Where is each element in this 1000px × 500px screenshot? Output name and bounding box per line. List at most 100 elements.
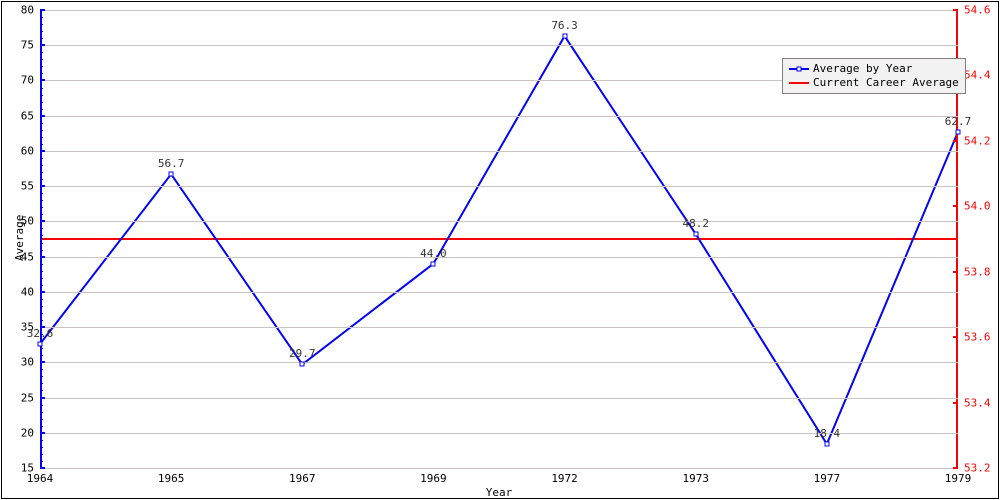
ytick-minor-left	[40, 73, 43, 74]
ytick-minor-left	[40, 405, 43, 406]
data-label: 62.7	[945, 115, 972, 128]
ytick-left	[40, 185, 45, 187]
ytick-label-right: 53.6	[964, 331, 991, 344]
ytick-minor-left	[40, 207, 43, 208]
legend-label: Average by Year	[813, 62, 912, 76]
ytick-minor-left	[40, 17, 43, 18]
ytick-label-right: 53.8	[964, 265, 991, 278]
ytick-minor-left	[40, 31, 43, 32]
ytick-minor-left	[40, 38, 43, 39]
ytick-left	[40, 79, 45, 81]
ytick-right	[953, 271, 958, 273]
data-label: 29.7	[289, 347, 316, 360]
data-point	[431, 261, 436, 266]
data-label: 18.4	[814, 427, 841, 440]
ytick-label-left: 40	[21, 285, 34, 298]
ytick-minor-left	[40, 130, 43, 131]
ytick-minor-left	[40, 66, 43, 67]
ytick-minor-left	[40, 447, 43, 448]
gridline	[40, 362, 958, 363]
ytick-minor-left	[40, 419, 43, 420]
ytick-left	[40, 467, 45, 469]
ytick-left	[40, 361, 45, 363]
data-point	[824, 442, 829, 447]
gridline	[40, 10, 958, 11]
ytick-minor-left	[40, 369, 43, 370]
gridline	[40, 151, 958, 152]
ytick-label-right: 54.2	[964, 134, 991, 147]
ytick-minor-left	[40, 454, 43, 455]
legend-swatch	[789, 68, 809, 70]
gridline	[40, 257, 958, 258]
data-point	[562, 34, 567, 39]
ytick-minor-left	[40, 193, 43, 194]
ytick-minor-left	[40, 95, 43, 96]
ytick-minor-left	[40, 320, 43, 321]
ytick-minor-left	[40, 412, 43, 413]
ytick-right	[953, 9, 958, 11]
ytick-label-right: 54.0	[964, 200, 991, 213]
ytick-minor-left	[40, 172, 43, 173]
data-label: 44.0	[420, 247, 447, 260]
ytick-label-left: 75	[21, 39, 34, 52]
ytick-minor-left	[40, 24, 43, 25]
gridline	[40, 221, 958, 222]
ytick-minor-left	[40, 102, 43, 103]
ytick-label-left: 60	[21, 144, 34, 157]
ytick-minor-left	[40, 306, 43, 307]
ytick-right	[953, 205, 958, 207]
ytick-minor-left	[40, 383, 43, 384]
ytick-minor-left	[40, 440, 43, 441]
ytick-minor-left	[40, 235, 43, 236]
xtick-label: 1969	[420, 472, 447, 485]
ytick-minor-left	[40, 355, 43, 356]
ytick-right	[953, 336, 958, 338]
ytick-minor-left	[40, 426, 43, 427]
ytick-minor-left	[40, 264, 43, 265]
ytick-minor-left	[40, 109, 43, 110]
ytick-left	[40, 150, 45, 152]
data-point	[300, 362, 305, 367]
ytick-minor-left	[40, 137, 43, 138]
ytick-minor-left	[40, 243, 43, 244]
gridline	[40, 468, 958, 469]
xtick-label: 1972	[551, 472, 578, 485]
legend-point	[797, 67, 802, 72]
ytick-left	[40, 220, 45, 222]
ytick-minor-left	[40, 200, 43, 201]
ytick-minor-left	[40, 376, 43, 377]
ytick-minor-left	[40, 59, 43, 60]
ytick-minor-left	[40, 165, 43, 166]
ytick-label-left: 55	[21, 180, 34, 193]
data-label: 32.6	[27, 327, 54, 340]
ytick-left	[40, 256, 45, 258]
legend-item: Current Career Average	[789, 76, 959, 90]
xtick-label: 1977	[814, 472, 841, 485]
ytick-minor-left	[40, 299, 43, 300]
legend-item: Average by Year	[789, 62, 959, 76]
ytick-left	[40, 115, 45, 117]
ytick-left	[40, 44, 45, 46]
ytick-minor-left	[40, 179, 43, 180]
xtick-label: 1965	[158, 472, 185, 485]
ytick-minor-left	[40, 250, 43, 251]
ytick-minor-left	[40, 144, 43, 145]
ytick-label-left: 80	[21, 4, 34, 17]
ytick-minor-left	[40, 52, 43, 53]
ytick-label-left: 65	[21, 109, 34, 122]
ytick-minor-left	[40, 348, 43, 349]
ytick-minor-left	[40, 123, 43, 124]
xtick-label: 1964	[27, 472, 54, 485]
ytick-label-right: 53.4	[964, 396, 991, 409]
xtick-label: 1979	[945, 472, 972, 485]
line-chart: 152025303540455055606570758053.253.453.6…	[0, 0, 1000, 500]
data-label: 56.7	[158, 157, 185, 170]
ytick-right	[953, 140, 958, 142]
ytick-minor-left	[40, 313, 43, 314]
ytick-minor-left	[40, 390, 43, 391]
series-line	[40, 36, 958, 444]
data-label: 48.2	[682, 217, 709, 230]
ytick-left	[40, 9, 45, 11]
gridline	[40, 45, 958, 46]
gridline	[40, 186, 958, 187]
